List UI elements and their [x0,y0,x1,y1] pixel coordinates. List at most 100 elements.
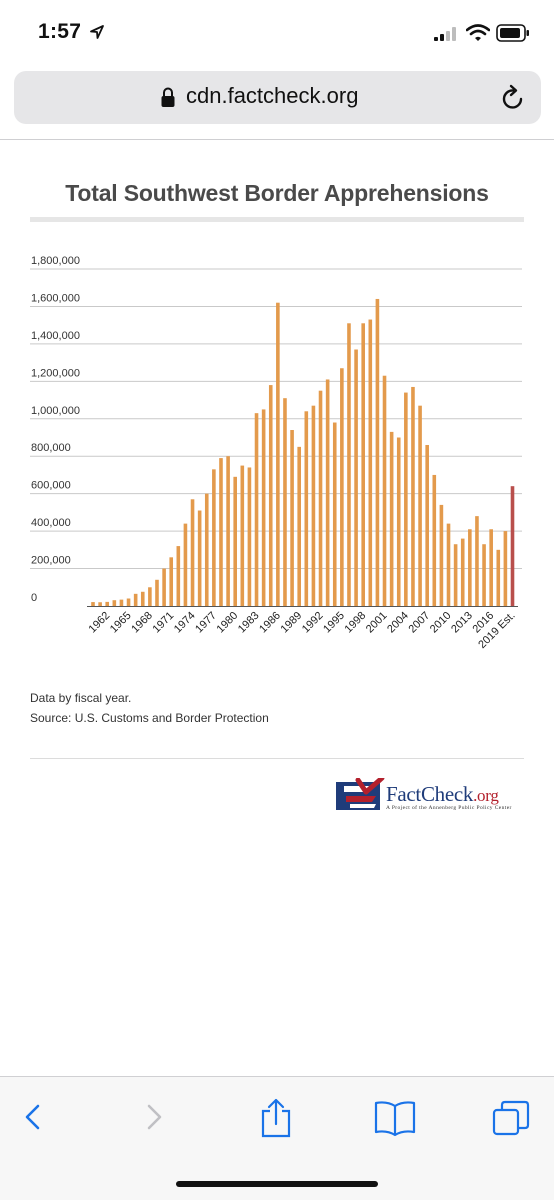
url-text[interactable]: cdn.factcheck.org [186,83,359,108]
logo-wordmark: FactCheck.org [386,782,499,807]
bar [162,568,166,606]
bar [396,437,401,606]
bar-chart: 0 200,000 400,000 600,000 800,000 1,000,000 1,… [30,255,522,651]
bar [318,390,323,606]
bar [432,474,437,606]
bar [368,319,373,606]
status-bar: 1:57 [0,0,554,64]
bar [140,591,145,606]
x-tick-label: 1989 [279,610,305,636]
x-tick-label: 1965 [108,610,134,636]
bar [297,446,301,606]
wifi-icon [466,24,490,41]
header-divider [0,139,554,140]
bar [468,529,472,606]
bar [190,499,195,606]
bar [439,504,444,606]
x-tick-label: 1998 [343,610,369,636]
x-tick-label: 1980 [215,610,241,636]
x-tick-label: 1968 [129,610,155,636]
bar [176,546,181,606]
bar [311,405,316,606]
bar [503,531,508,606]
bar [290,430,294,606]
x-tick-label: 1977 [193,610,219,636]
bar [382,375,387,606]
bar [460,538,465,606]
source-note: Source: U.S. Customs and Border Protecti… [30,711,269,725]
logo-word-suffix: .org [473,786,499,805]
bar [340,368,344,606]
bar [389,431,394,606]
bar-estimate [510,486,515,606]
x-tick-label: 2010 [428,610,454,636]
x-tick-label: 2001 [364,610,390,636]
share-icon[interactable] [258,1098,294,1138]
x-tick-label: 1995 [321,610,347,636]
bar [261,409,266,606]
bar [148,587,152,606]
x-tick-label: 2007 [407,610,433,636]
chart-title: Total Southwest Border Apprehensions [65,180,489,206]
x-tick-label: 1983 [236,610,262,636]
y-tick-label: 1,200,000 [31,367,80,379]
address-bar[interactable] [14,71,541,124]
bar [105,601,110,606]
x-tick-label: 2004 [385,610,411,636]
back-icon[interactable] [20,1098,44,1136]
bar [411,386,415,606]
x-tick-label: 2013 [449,610,475,636]
bar [489,529,493,606]
logo-word-main: FactCheck [386,782,474,806]
bar [325,379,330,606]
data-note: Data by fiscal year. [30,691,132,705]
forward-icon[interactable] [142,1098,166,1136]
cellular-signal-icon [434,27,456,41]
x-tick-label: 1992 [300,610,326,636]
y-tick-label: 1,800,000 [31,255,80,267]
bar [304,411,309,606]
x-tick-label: 1986 [257,610,283,636]
home-indicator [176,1181,378,1187]
bar [347,323,351,606]
bar [446,523,451,606]
bar [183,523,188,606]
bar [197,510,202,606]
bar [212,469,216,606]
bar [133,593,138,606]
y-tick-label: 1,600,000 [31,292,80,304]
bar [98,602,102,606]
bar [204,493,209,606]
y-tick-label: 600,000 [31,480,71,492]
footer-rule [30,758,524,759]
reload-icon[interactable] [500,84,526,112]
bar [361,323,365,606]
bar [155,579,159,606]
bar [375,298,380,606]
bar [332,422,337,606]
x-tick-label: 1962 [87,610,113,636]
status-time: 1:57 [38,20,82,43]
tabs-icon[interactable] [491,1098,531,1138]
x-tick-label: 1971 [151,610,177,636]
bar [418,405,422,606]
logo-tagline: A Project of the Annenberg Public Policy… [386,805,512,811]
lock-icon [161,87,175,107]
x-tick-label: 1974 [172,610,198,636]
bar [482,544,486,606]
bar [169,557,174,606]
bookmarks-icon[interactable] [373,1098,417,1138]
y-tick-label: 1,400,000 [31,330,80,342]
location-arrow-icon [90,25,104,39]
bar [404,392,408,606]
bar [276,302,280,606]
bar [233,476,237,606]
bar [496,549,501,606]
factcheck-flag-logo-icon [336,778,385,810]
bar [453,544,458,606]
battery-icon [496,24,529,42]
y-tick-label: 800,000 [31,442,71,454]
y-tick-label: 0 [31,592,37,604]
y-tick-label: 400,000 [31,517,71,529]
bar [91,602,95,606]
